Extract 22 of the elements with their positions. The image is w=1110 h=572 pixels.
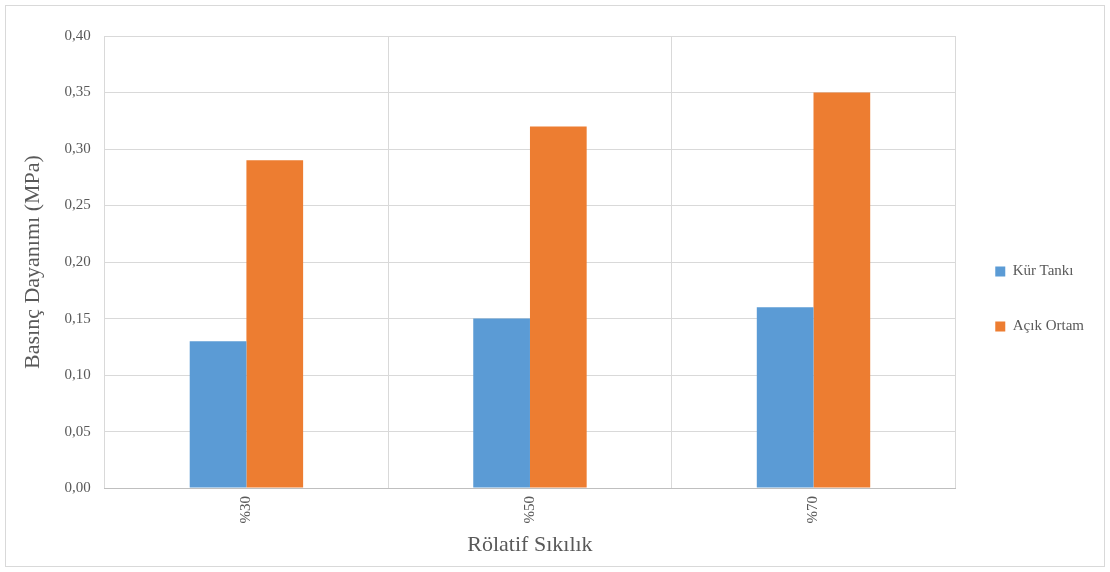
y-tick-label: 0,35 [64, 83, 91, 100]
bar [756, 307, 814, 488]
bar [473, 318, 530, 488]
y-tick-label: 0,40 [64, 26, 91, 43]
bar [189, 341, 247, 488]
y-tick-label: 0,05 [64, 422, 91, 439]
y-tick-label: 0,30 [64, 139, 91, 156]
y-tick-label: 0,20 [64, 252, 91, 269]
y-tick-label: 0,00 [64, 479, 91, 496]
x-axis-title: Rölatif Sıkılık [467, 530, 593, 556]
legend-label: Açık Ortam [1012, 317, 1085, 334]
x-tick-label: %50 [520, 496, 537, 524]
bar [813, 92, 871, 488]
bar [246, 160, 304, 488]
y-tick-label: 0,15 [64, 309, 91, 326]
y-tick-label: 0,10 [64, 366, 91, 383]
legend-label: Kür Tankı [1012, 262, 1074, 279]
y-tick-label: 0,25 [64, 196, 91, 213]
x-tick-label: %70 [804, 496, 821, 524]
x-tick-label: %30 [237, 496, 254, 524]
bar [529, 126, 587, 488]
y-axis-title: Basınç Dayanımı (MPa) [18, 155, 44, 369]
